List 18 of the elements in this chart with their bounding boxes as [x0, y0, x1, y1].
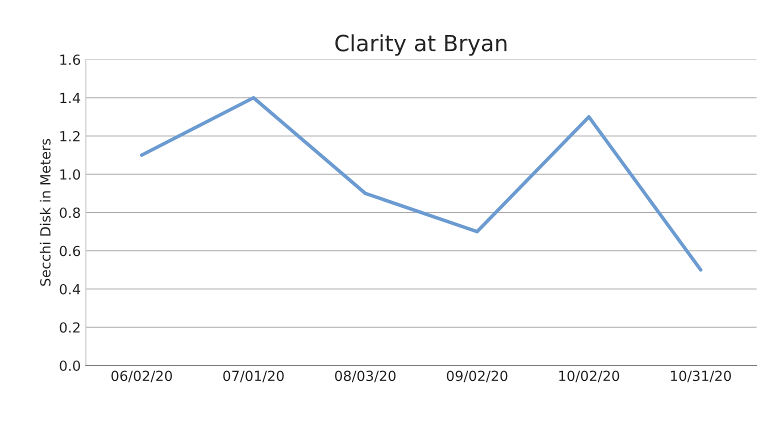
x-tick-label: 07/01/20 [223, 370, 284, 382]
y-tick-label: 1.0 [60, 169, 80, 180]
y-tick-label: 0.2 [60, 322, 80, 333]
y-axis-title: Secchi Disk in Meters [40, 138, 51, 286]
y-tick-label: 0.4 [60, 284, 80, 294]
x-tick-label: 10/02/20 [559, 370, 620, 382]
x-tick-label: 08/03/20 [335, 370, 396, 382]
chart-title: Clarity at Bryan [335, 34, 506, 56]
x-tick-label: 06/02/20 [111, 370, 172, 382]
y-tick-label: 1.6 [60, 54, 80, 65]
y-tick-label: 0.8 [60, 207, 80, 218]
y-tick-label: 0.6 [60, 246, 80, 256]
x-tick-label: 10/31/20 [671, 370, 731, 382]
y-tick-label: 1.2 [60, 130, 80, 142]
line-series [140, 96, 702, 272]
y-tick-label: 0.0 [60, 360, 80, 371]
y-tick-label: 1.4 [60, 92, 80, 104]
x-tick-label: 09/02/20 [446, 370, 508, 382]
